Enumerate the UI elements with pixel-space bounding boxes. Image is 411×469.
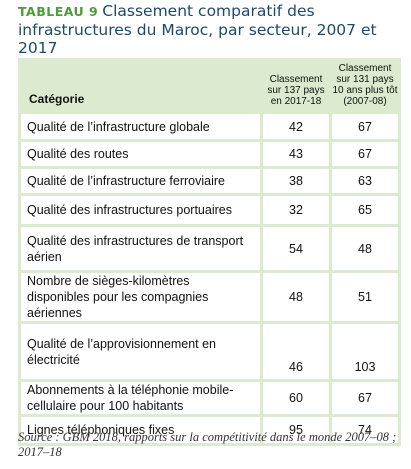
value-cell: 42 xyxy=(263,114,329,139)
table-row: Nombre de sièges-kilomètres disponibles … xyxy=(21,273,398,321)
table-row: Qualité de l’approvisionnement en électr… xyxy=(21,324,398,379)
value-cell: 48 xyxy=(263,273,329,321)
value-cell: 103 xyxy=(332,324,398,379)
value-cell: 43 xyxy=(263,142,329,166)
table-title: Classement comparatif des infrastructure… xyxy=(18,2,377,57)
value-cell: 67 xyxy=(332,114,398,139)
table-row: Qualité des infrastructures portuaires 32… xyxy=(21,196,398,224)
table: Catégorie Classement sur 137 pays en 2017… xyxy=(18,58,401,446)
value-cell: 48 xyxy=(332,227,398,270)
table-container: Catégorie Classement sur 137 pays en 2017… xyxy=(18,58,401,446)
value-cell: 51 xyxy=(332,273,398,321)
value-cell: 95 xyxy=(263,417,329,443)
table-row: Qualité des infrastructures de transport… xyxy=(21,227,398,270)
value-cell: 46 xyxy=(263,324,329,379)
table-row: Qualité de l’infrastructure globale 42 67 xyxy=(21,114,398,139)
value-cell: 65 xyxy=(332,196,398,224)
table-row: Abonnements à la téléphonie mobile-cellu… xyxy=(21,382,398,414)
value-cell: 32 xyxy=(263,196,329,224)
value-cell: 60 xyxy=(263,382,329,414)
category-cell: Qualité des infrastructures portuaires xyxy=(21,196,260,224)
value-cell: 74 xyxy=(332,417,398,443)
table-row: Qualité de l’infrastructure ferroviaire 3… xyxy=(21,169,398,193)
value-cell: 67 xyxy=(332,142,398,166)
category-cell: Abonnements à la téléphonie mobile-cellu… xyxy=(21,382,260,414)
category-cell: Qualité de l’infrastructure ferroviaire xyxy=(21,169,260,193)
category-header: Catégorie xyxy=(29,92,85,106)
value-cell: 63 xyxy=(332,169,398,193)
title-block: TABLEAU 9 Classement comparatif des infra… xyxy=(18,2,403,57)
source: Source : GBM 2018, rapports sur la compé… xyxy=(18,430,397,459)
table-row: Qualité des routes 43 67 xyxy=(21,142,398,166)
category-cell: Qualité de l’infrastructure globale xyxy=(21,114,260,139)
table-row: Lignes téléphoniques fixes 95 74 xyxy=(21,417,398,443)
header-row: Catégorie Classement sur 137 pays en 2017… xyxy=(21,61,398,111)
column-header: Classement sur 137 pays en 2017-18 xyxy=(267,74,325,107)
category-cell: Qualité des infrastructures de transport… xyxy=(21,227,260,270)
table-label: TABLEAU 9 xyxy=(18,4,99,19)
category-cell: Lignes téléphoniques fixes xyxy=(21,417,260,443)
value-cell: 54 xyxy=(263,227,329,270)
table-body: Qualité de l’infrastructure globale 42 67 Q… xyxy=(21,114,398,443)
value-cell: 38 xyxy=(263,169,329,193)
value-cell: 67 xyxy=(332,382,398,414)
column-header: Classement sur 131 pays 10 ans plus tôt … xyxy=(332,63,398,107)
category-cell: Nombre de sièges-kilomètres disponibles … xyxy=(21,273,260,321)
category-cell: Qualité des routes xyxy=(21,142,260,166)
category-cell: Qualité de l’approvisionnement en électr… xyxy=(21,324,260,379)
